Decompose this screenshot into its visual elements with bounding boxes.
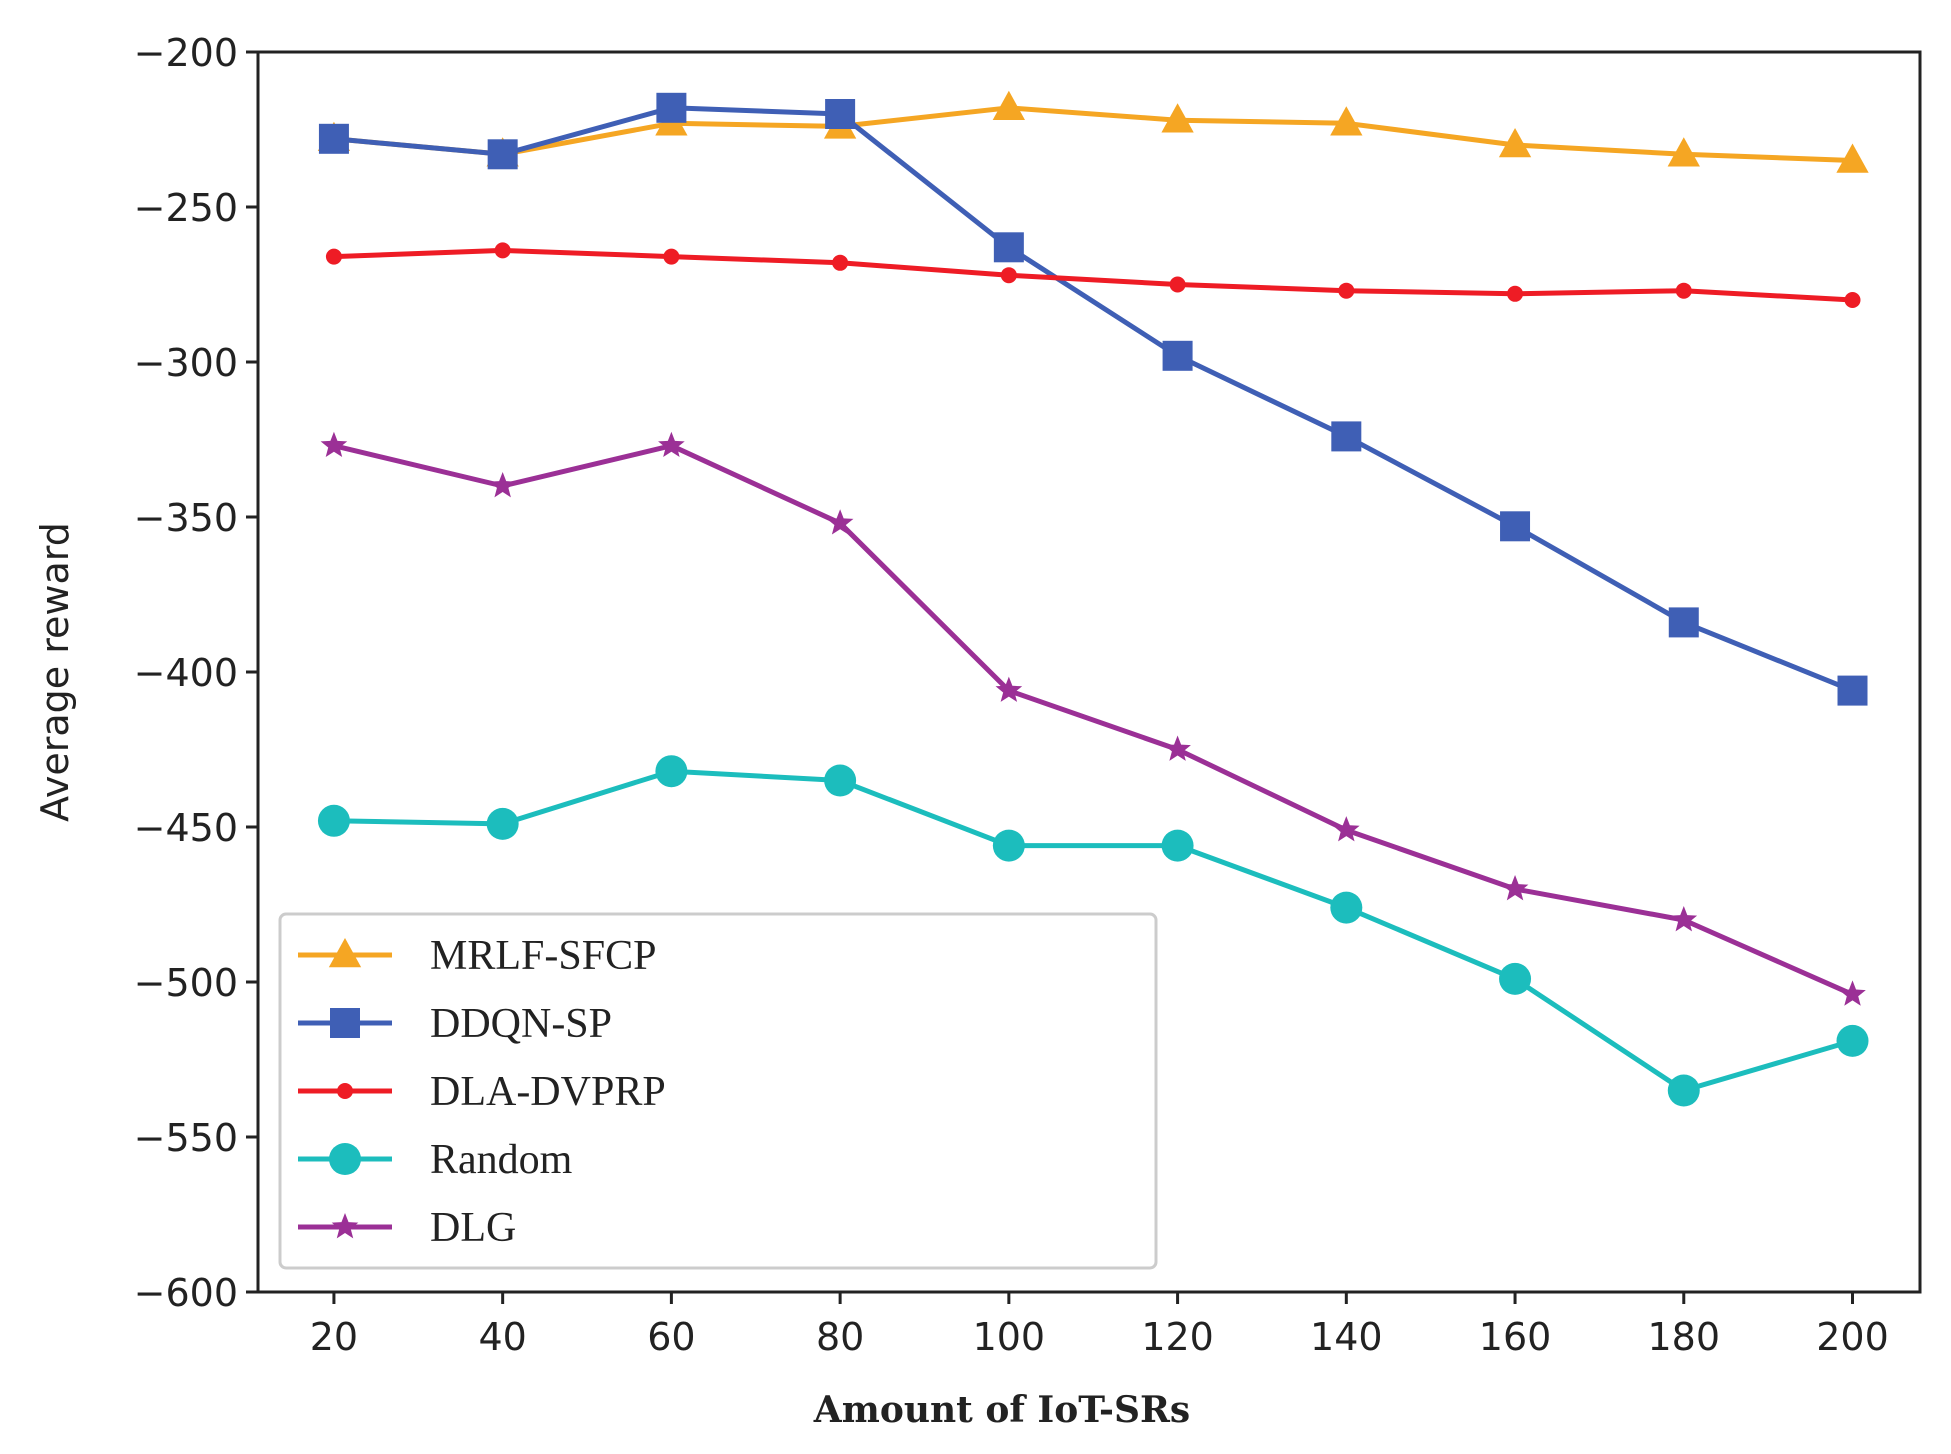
legend-swatch-marker [337, 1083, 353, 1099]
x-axis-label: Amount of IoT-SRs [813, 1389, 1190, 1431]
x-tick-label: 180 [1648, 1315, 1721, 1359]
data-point-ddqn-sp [1668, 607, 1699, 638]
legend-swatch-marker [328, 938, 362, 968]
series-layer [317, 90, 1869, 1107]
y-tick-label: −400 [134, 651, 238, 695]
series-line-random [333, 768, 1854, 1093]
data-point-ddqn-sp [487, 139, 518, 170]
x-tick-label: 60 [647, 1315, 695, 1359]
legend-label: DLG [430, 1205, 516, 1251]
data-point-mrlf-sfcp [1330, 106, 1363, 136]
data-point-ddqn-sp [318, 123, 349, 154]
legend-swatch-marker [331, 1213, 359, 1239]
legend-item-random: Random [298, 1137, 573, 1183]
y-tick-label: −450 [134, 806, 238, 850]
data-point-ddqn-sp [1162, 340, 1193, 371]
y-tick-label: −350 [134, 496, 238, 540]
series-line-ddqn-sp [333, 105, 1854, 693]
data-point-dla-dvprp [1169, 276, 1186, 293]
data-point-random [992, 829, 1025, 862]
legend-label: DDQN-SP [430, 1001, 612, 1047]
x-tick-label: 20 [310, 1315, 358, 1359]
legend-item-ddqn-sp: DDQN-SP [298, 1001, 612, 1047]
data-point-random [1499, 962, 1532, 995]
data-point-dlg [1839, 980, 1866, 1006]
data-point-ddqn-sp [656, 92, 687, 123]
data-point-dlg [489, 472, 516, 498]
series-line-dla-dvprp [333, 247, 1853, 303]
data-point-dlg [658, 431, 685, 458]
data-point-dlg [1333, 816, 1360, 842]
data-point-dlg [826, 509, 854, 535]
data-point-dla-dvprp [1338, 282, 1355, 299]
series-line-dlg [333, 443, 1854, 997]
data-point-random [1330, 891, 1363, 924]
legend-label: MRLF-SFCP [430, 933, 656, 979]
y-axis-label: Average reward [33, 522, 77, 822]
data-point-dlg [1501, 875, 1529, 901]
legend-label: Random [430, 1137, 573, 1183]
y-tick-label: −200 [134, 31, 238, 75]
x-tick-label: 140 [1310, 1315, 1383, 1359]
legend: MRLF-SFCP DDQN-SP DLA-DVPRP Random DLG [278, 912, 1158, 1270]
data-point-ddqn-sp [1500, 511, 1531, 542]
series-ddqn-sp [318, 92, 1868, 706]
data-point-mrlf-sfcp [1667, 137, 1700, 167]
data-point-dlg [995, 676, 1023, 702]
data-point-mrlf-sfcp [1498, 128, 1532, 158]
x-axis: 20 40 60 80 100 120 140 160 180 200 [310, 1292, 1889, 1359]
data-point-random [1836, 1024, 1869, 1057]
data-point-random [824, 764, 857, 797]
series-line-mrlf-sfcp [333, 105, 1853, 163]
data-point-dlg [1164, 735, 1191, 761]
y-tick-label: −250 [134, 186, 238, 230]
data-point-dlg [1670, 906, 1698, 932]
data-point-dla-dvprp [494, 242, 511, 259]
data-point-ddqn-sp [993, 232, 1024, 263]
legend-items: MRLF-SFCP DDQN-SP DLA-DVPRP Random DLG [298, 933, 666, 1251]
x-tick-label: 80 [816, 1315, 864, 1359]
legend-box [278, 912, 1158, 1270]
data-point-ddqn-sp [825, 99, 856, 129]
legend-item-dlg: DLG [298, 1205, 516, 1251]
data-point-random [486, 807, 519, 840]
y-axis: −600 −550 −500 −450 −400 −350 −300 −250 −200 [134, 31, 258, 1315]
data-point-random [1667, 1074, 1700, 1107]
legend-swatch-marker [330, 1008, 360, 1038]
x-tick-label: 100 [973, 1315, 1046, 1359]
data-point-random [1161, 829, 1194, 862]
series-dlg [320, 431, 1866, 1006]
data-point-random [655, 755, 688, 788]
data-point-dlg [320, 431, 348, 458]
data-point-ddqn-sp [1331, 421, 1362, 452]
data-point-dla-dvprp [663, 248, 680, 265]
x-tick-label: 40 [478, 1315, 526, 1359]
legend-item-dla-dvprp: DLA-DVPRP [298, 1069, 666, 1115]
data-point-dla-dvprp [1675, 282, 1692, 299]
x-tick-label: 160 [1479, 1315, 1552, 1359]
legend-item-mrlf-sfcp: MRLF-SFCP [298, 933, 656, 979]
data-point-mrlf-sfcp [992, 90, 1026, 121]
data-point-mrlf-sfcp [1161, 103, 1194, 133]
data-point-ddqn-sp [1837, 675, 1868, 706]
x-tick-label: 200 [1816, 1315, 1889, 1359]
legend-label: DLA-DVPRP [430, 1069, 666, 1115]
data-point-dla-dvprp [1000, 267, 1017, 284]
y-tick-label: −300 [134, 341, 238, 385]
legend-swatch-marker [329, 1143, 361, 1175]
y-tick-label: −550 [134, 1116, 238, 1160]
data-point-dla-dvprp [832, 254, 849, 271]
data-point-dla-dvprp [1507, 285, 1524, 302]
data-point-dla-dvprp [325, 248, 342, 265]
series-random [317, 755, 1869, 1107]
data-point-dla-dvprp [1844, 292, 1861, 308]
data-point-mrlf-sfcp [1836, 143, 1869, 173]
x-tick-label: 120 [1141, 1315, 1214, 1359]
y-tick-label: −500 [134, 961, 238, 1005]
series-dla-dvprp [325, 242, 1861, 308]
data-point-random [317, 804, 350, 837]
y-tick-label: −600 [134, 1271, 238, 1315]
